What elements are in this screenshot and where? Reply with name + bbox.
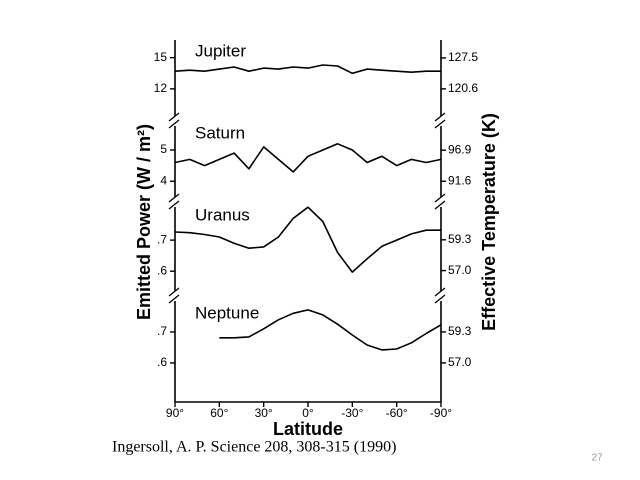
x-tick-label: 0° xyxy=(302,406,314,420)
panel-title: Neptune xyxy=(195,303,259,322)
panel-title: Saturn xyxy=(195,123,245,142)
y-tick-label: 4 xyxy=(160,173,167,187)
y-tick-label: .7 xyxy=(157,324,167,338)
y2-tick-label: 57.0 xyxy=(448,263,472,277)
y-tick-label: 5 xyxy=(160,142,167,156)
data-line xyxy=(174,206,441,273)
x-tick-label: 30° xyxy=(255,406,273,420)
panel-title: Jupiter xyxy=(195,41,246,60)
x-axis-label: Latitude xyxy=(273,419,343,439)
y2-tick-label: 59.3 xyxy=(448,324,472,338)
y-axis-label: Emitted Power (W / m²) xyxy=(134,124,154,320)
axis-breaks xyxy=(168,112,448,304)
x-tick-label: -60° xyxy=(386,406,408,420)
y-tick-label: .6 xyxy=(157,355,167,369)
y2-tick-label: 57.0 xyxy=(448,355,472,369)
panel-title: Uranus xyxy=(195,205,250,224)
x-tick-label: 60° xyxy=(210,406,228,420)
data-line xyxy=(174,64,441,75)
y2-tick-label: 59.3 xyxy=(448,232,472,246)
y2-axis-label: Effective Temperature (K) xyxy=(479,113,499,331)
y-tick-label: .6 xyxy=(157,263,167,277)
page-number: 27 xyxy=(591,453,603,464)
y2-tick-label: 91.6 xyxy=(448,173,472,187)
x-tick-label: -30° xyxy=(341,406,363,420)
y-tick-label: .7 xyxy=(157,232,167,246)
caption: Ingersoll, A. P. Science 208, 308-315 (1… xyxy=(112,439,396,456)
data-line xyxy=(174,143,442,173)
data-line xyxy=(219,309,442,351)
y-tick-label: 15 xyxy=(154,50,168,64)
y2-tick-label: 96.9 xyxy=(448,142,472,156)
y2-tick-label: 127.5 xyxy=(448,50,478,64)
x-tick-label: 90° xyxy=(166,406,184,420)
y-tick-label: 12 xyxy=(154,81,168,95)
x-tick-label: -90° xyxy=(430,406,452,420)
y2-tick-label: 120.6 xyxy=(448,81,478,95)
